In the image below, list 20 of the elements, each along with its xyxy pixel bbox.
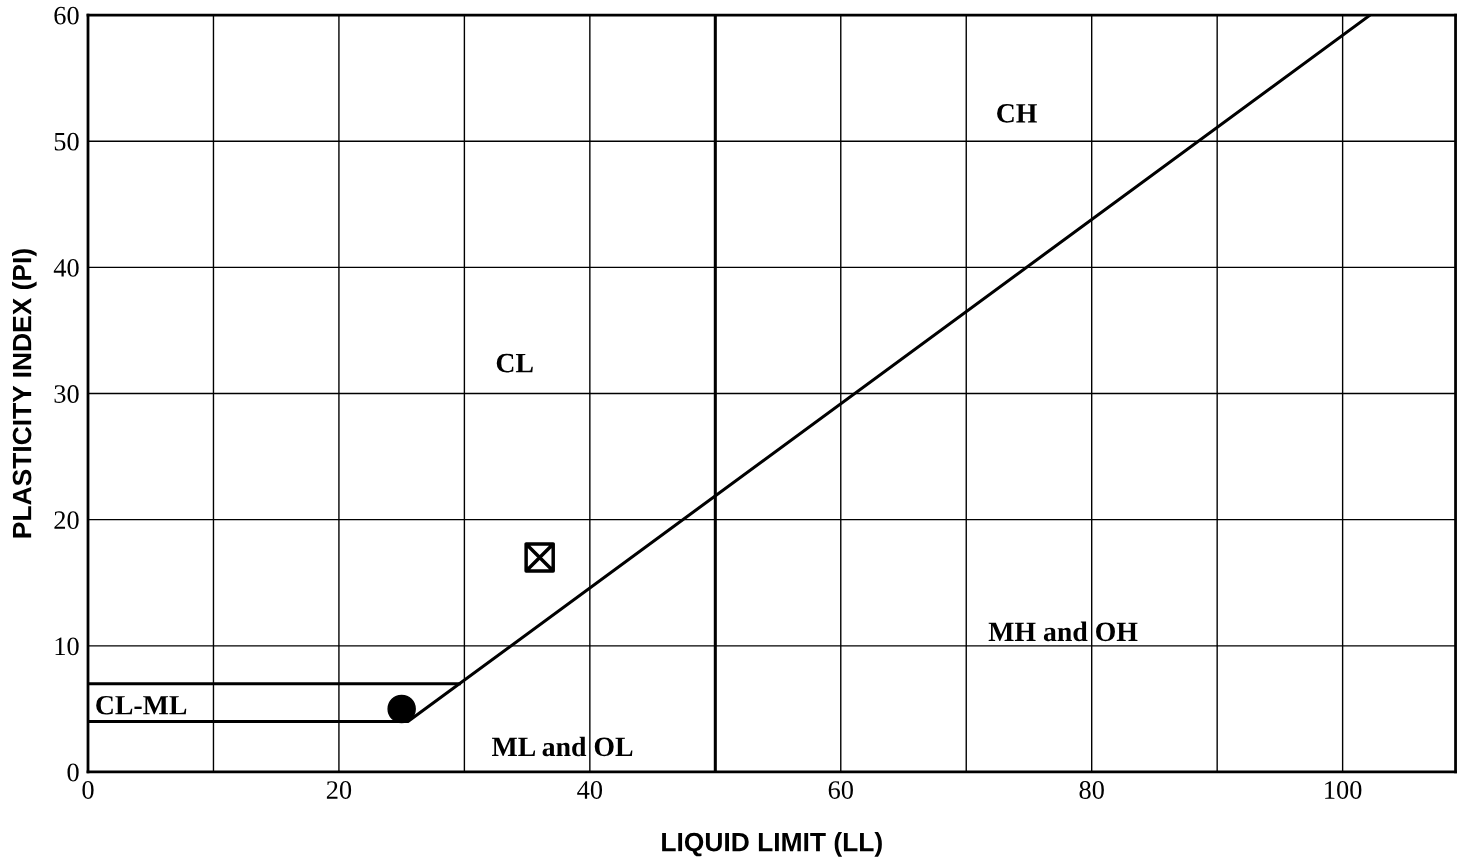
y-tick-label: 40 <box>53 258 79 277</box>
annotation: CL <box>496 353 533 373</box>
x-tick-label: 80 <box>1079 781 1104 799</box>
y-axis-title: PLASTICITY INDEX (PI) <box>12 249 37 538</box>
x-tick-label: 100 <box>1325 781 1362 799</box>
y-tick-label: 60 <box>54 6 79 25</box>
annotation: CL-ML <box>96 695 187 715</box>
x-tick-label: 20 <box>326 781 352 799</box>
y-tick-label: 30 <box>54 385 79 403</box>
annotation: CH <box>997 103 1037 123</box>
annotation: ML and OL <box>492 736 633 757</box>
y-tick-label: 20 <box>54 511 79 530</box>
x-tick-label: 60 <box>828 781 853 799</box>
x-tick-label: 40 <box>577 781 603 799</box>
y-tick-label: 0 <box>67 763 79 782</box>
x-axis-title: LIQUID LIMIT (LL) <box>662 832 882 857</box>
x-tick-label: 0 <box>82 781 94 799</box>
y-tick-label: 10 <box>55 637 79 656</box>
annotation: MH and OH <box>988 621 1138 642</box>
y-tick-label: 50 <box>54 132 79 151</box>
